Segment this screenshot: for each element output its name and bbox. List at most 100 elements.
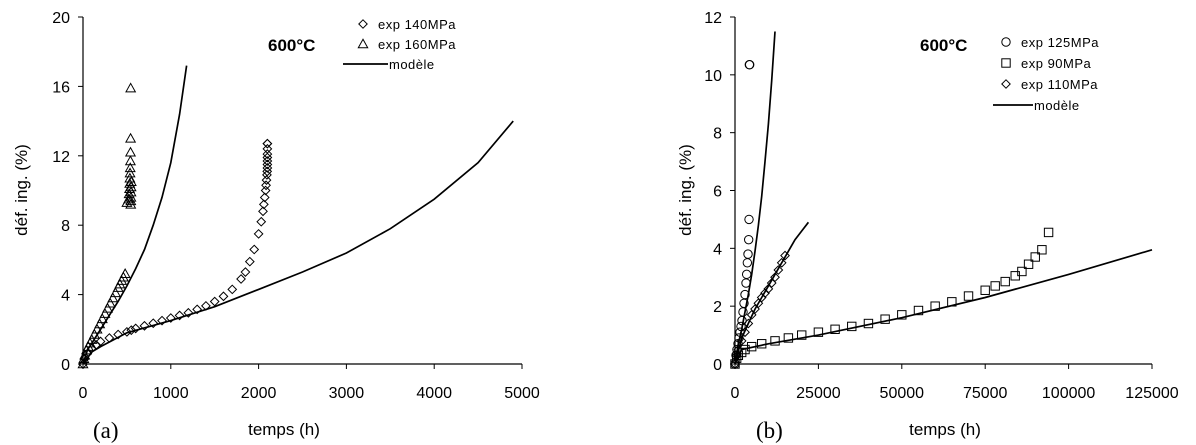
chart-a-point — [86, 333, 98, 344]
chart-a-legend-label: modèle — [389, 57, 435, 72]
chart-panel-a: (a) 600°C temps (h) déf. ing. (%) 0 1000 2… — [12, 10, 540, 443]
chart-a-point — [139, 320, 150, 331]
chart-b-legend-marker — [1001, 79, 1011, 89]
chart-a-point — [91, 323, 103, 334]
chart-a-point — [125, 176, 137, 187]
chart-a-point — [78, 353, 90, 363]
chart-b-point — [760, 288, 770, 299]
chart-a-point — [124, 155, 136, 166]
chart-a-series-triangle — [77, 82, 137, 369]
chart-a-x-tick-label: 4000 — [416, 385, 452, 402]
chart-a-point — [259, 192, 270, 203]
chart-a-x-tick-label: 2000 — [241, 385, 277, 402]
chart-b-point — [913, 305, 924, 316]
chart-a-point — [183, 307, 194, 318]
chart-a-point — [262, 143, 273, 154]
chart-b-point — [738, 307, 748, 317]
chart-a-point — [262, 138, 273, 149]
chart-a-point — [125, 195, 137, 206]
chart-b-point — [776, 257, 787, 268]
chart-b-point — [847, 321, 857, 332]
chart-b-point — [746, 341, 757, 352]
chart-b-point — [783, 333, 794, 343]
chart-b-point — [742, 258, 753, 268]
chart-a-x-axis-label: temps (h) — [248, 420, 320, 439]
chart-a-point — [244, 256, 255, 267]
chart-a-point — [262, 149, 273, 159]
chart-a-y-tick-label: 20 — [52, 10, 70, 27]
chart-a-point — [165, 313, 176, 323]
chart-a-point — [256, 216, 267, 227]
chart-b-point — [1043, 227, 1054, 238]
chart-b-point — [743, 234, 754, 245]
chart-b-point — [735, 327, 745, 337]
chart-b-series-diamond — [730, 250, 790, 369]
chart-b-point — [733, 344, 744, 355]
chart-b-point — [773, 265, 784, 275]
chart-a-title: 600°C — [268, 36, 315, 55]
chart-b-point — [730, 359, 740, 369]
chart-b-model-curve-1 — [734, 31, 776, 365]
chart-b-x-tick-label: 100000 — [1042, 385, 1095, 402]
chart-b-point — [741, 269, 752, 280]
chart-a-point — [262, 138, 273, 149]
chart-b-title: 600°C — [920, 36, 967, 55]
chart-a-point — [104, 333, 115, 343]
chart-a-point — [218, 291, 229, 302]
chart-a-point — [113, 329, 124, 340]
chart-b-y-tick-label: 8 — [713, 126, 722, 143]
chart-a-point — [104, 297, 116, 308]
chart-a-point — [174, 310, 185, 321]
chart-b-series-square — [730, 227, 1054, 369]
chart-a-y-tick-label: 0 — [61, 357, 70, 374]
chart-b-point — [770, 272, 780, 283]
chart-a-y-tick-label: 16 — [52, 79, 70, 96]
chart-a-y-axis-label: déf. ing. (%) — [12, 144, 31, 236]
chart-b-y-tick-label: 12 — [704, 10, 722, 27]
chart-b-point — [756, 339, 767, 349]
chart-a-legend-marker — [357, 38, 369, 49]
chart-a-point — [253, 228, 264, 239]
chart-b-point — [1000, 276, 1010, 287]
chart-a-point — [125, 132, 137, 143]
chart-b-point — [780, 250, 790, 261]
chart-b-legend-label: exp 125MPa — [1021, 35, 1099, 50]
panel-label-a: (a) — [93, 418, 119, 443]
chart-a-x-tick-label: 5000 — [504, 385, 540, 402]
chart-a-x-tick-label: 1000 — [153, 385, 189, 402]
chart-b-point — [743, 249, 753, 259]
chart-b-point — [753, 298, 764, 309]
chart-a-point — [157, 315, 167, 326]
chart-b-point — [740, 327, 750, 338]
chart-b-point — [740, 344, 750, 355]
chart-b-point — [731, 353, 742, 363]
chart-b-legend-label: modèle — [1034, 98, 1080, 113]
chart-b-point — [744, 214, 754, 225]
chart-b-y-tick-label: 2 — [713, 299, 722, 316]
chart-a-point — [121, 326, 132, 337]
chart-a-legend-label: exp 160MPa — [378, 37, 456, 52]
chart-a-point — [96, 313, 108, 324]
chart-a-point — [240, 267, 251, 277]
chart-a-point — [107, 292, 119, 303]
chart-a-legend-label: exp 140MPa — [378, 17, 456, 32]
chart-a-point — [261, 175, 272, 185]
chart-a-point — [227, 284, 238, 295]
chart-a-point — [130, 323, 141, 334]
chart-b-point — [743, 318, 754, 329]
chart-a-point — [258, 199, 269, 210]
chart-b-point — [750, 304, 760, 314]
chart-b-point — [770, 336, 780, 346]
chart-a-model-curve-2 — [82, 120, 514, 365]
chart-a-point — [148, 318, 159, 329]
chart-a-point — [95, 336, 106, 347]
chart-a-y-tick-label: 12 — [52, 149, 70, 166]
chart-a-point — [249, 244, 260, 255]
chart-b-x-tick-label: 75000 — [963, 385, 1008, 402]
chart-a-point — [88, 328, 100, 339]
chart-b-point — [741, 278, 751, 288]
chart-a-point — [126, 325, 137, 336]
chart-a-point — [124, 162, 136, 173]
chart-a-point — [125, 82, 137, 93]
chart-b-x-axis-label: temps (h) — [909, 420, 981, 439]
